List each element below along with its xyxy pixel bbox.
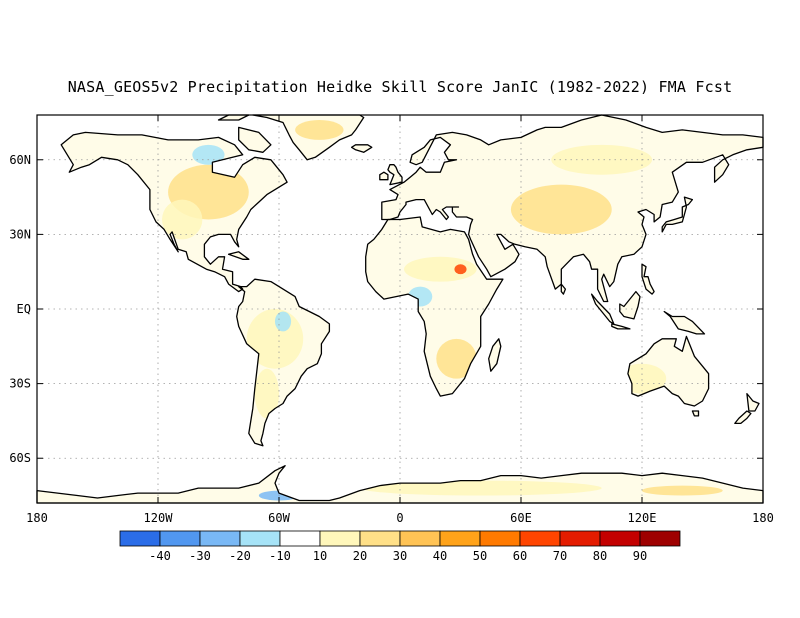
colorbar-label: 60 (513, 549, 527, 563)
lon-label: 120E (628, 511, 657, 525)
skill-region-9 (551, 144, 653, 175)
lat-label: 30N (9, 227, 31, 241)
colorbar-swatch (159, 530, 201, 547)
colorbar-label: 20 (353, 549, 367, 563)
colorbar-label: 30 (393, 549, 407, 563)
colorbar-label: -20 (229, 549, 251, 563)
skill-region-13 (192, 144, 225, 165)
colorbar-swatch (319, 530, 361, 547)
colorbar-label: 50 (473, 549, 487, 563)
coast-baffin (238, 126, 272, 153)
lon-label: 180 (752, 511, 774, 525)
colorbar-swatch (119, 530, 161, 547)
grid-lines (37, 115, 763, 503)
coast-iceland (350, 144, 373, 153)
axis-ticks: 60N 30N EQ 30S 60S 180 120W 60W 0 60E 120E 180 (9, 115, 774, 525)
coast-sri-lanka (560, 283, 567, 295)
skill-region-12 (642, 485, 723, 496)
coast-madagascar (488, 338, 502, 372)
colorbar-swatch (239, 530, 281, 547)
lat-label: 60N (9, 153, 31, 167)
coast-australia (627, 335, 710, 407)
coast-nz-south (734, 410, 752, 425)
colorbar-swatch (559, 530, 601, 547)
colorbar-swatch (599, 530, 641, 547)
coast-cuba (227, 251, 250, 260)
lat-label: 60S (9, 451, 31, 465)
skill-region-2 (295, 119, 344, 140)
colorbar-swatch (399, 530, 441, 547)
colorbar-swatch (479, 530, 521, 547)
coast-eurasia (381, 114, 764, 303)
coast-ireland (379, 171, 389, 181)
coast-borneo (619, 290, 641, 320)
coast-uk (387, 164, 403, 186)
lat-label: EQ (17, 302, 31, 316)
skill-region-8 (510, 184, 612, 235)
coast-south-america (236, 278, 331, 447)
skill-region-14 (274, 311, 292, 332)
coast-sumatra (590, 293, 615, 325)
colorbar-swatch (639, 530, 681, 547)
skill-region-1 (162, 199, 203, 240)
colorbar-label: 40 (433, 549, 447, 563)
lon-label: 0 (396, 511, 403, 525)
skill-region-7 (436, 338, 477, 379)
colorbar-swatch (439, 530, 481, 547)
colorbar-label: 70 (553, 549, 567, 563)
coast-antarctica (36, 465, 764, 504)
coast-new-guinea (663, 310, 706, 335)
coast-africa (365, 216, 504, 397)
coast-north-america (60, 131, 288, 293)
skill-region-6 (454, 264, 467, 275)
lon-label: 60E (510, 511, 532, 525)
colorbar-label: -10 (269, 549, 291, 563)
colorbar-swatch (279, 530, 321, 547)
coast-tasmania (691, 410, 700, 417)
colorbar: -40 -30 -20 -10 10 20 30 40 50 60 70 80 90 (119, 530, 681, 563)
colorbar-label: -40 (149, 549, 171, 563)
lon-label: 180 (26, 511, 48, 525)
colorbar-swatch (199, 530, 241, 547)
skill-region-5 (404, 256, 477, 282)
colorbar-label: -30 (189, 549, 211, 563)
colorbar-swatch (359, 530, 401, 547)
lon-label: 120W (144, 511, 174, 525)
skill-region-11 (359, 480, 602, 496)
colorbar-swatch (519, 530, 561, 547)
colorbar-label: 80 (593, 549, 607, 563)
skill-region-4 (254, 368, 279, 419)
coast-japan (661, 196, 694, 233)
coast-new-zealand (746, 392, 760, 412)
colorbar-label: 90 (633, 549, 647, 563)
lon-label: 60W (268, 511, 290, 525)
coast-java (611, 323, 631, 330)
colorbar-label: 10 (313, 549, 327, 563)
coast-philippines (641, 263, 655, 295)
lat-label: 30S (9, 377, 31, 391)
page-title: NASA_GEOS5v2 Precipitation Heidke Skill … (67, 78, 733, 96)
skill-region-3 (246, 309, 304, 369)
